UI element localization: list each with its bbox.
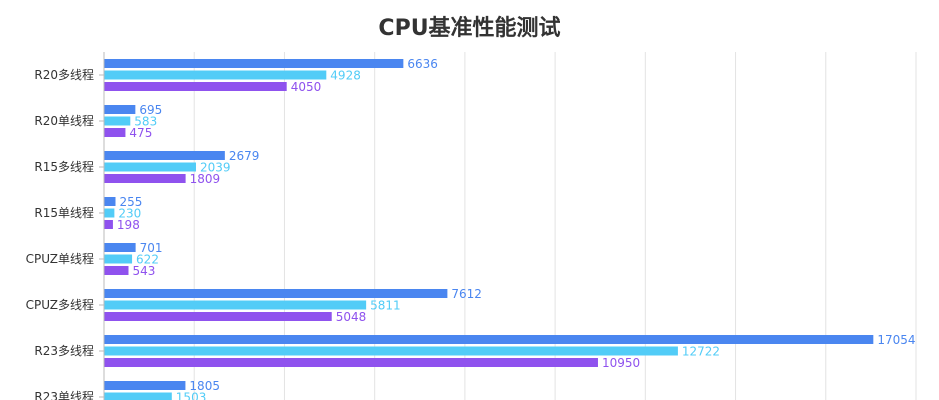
bar: [104, 312, 332, 321]
category-label: R20单线程: [34, 113, 94, 128]
bar: [104, 162, 196, 172]
data-label: 543: [132, 264, 155, 278]
bar: [104, 70, 327, 80]
bar: [104, 82, 287, 91]
bar: [104, 254, 133, 264]
category-label: R23单线程: [34, 389, 94, 400]
data-label: 10950: [602, 356, 640, 370]
chart-title: CPU基准性能测试: [378, 16, 561, 41]
data-label: 583: [134, 115, 157, 129]
bar: [104, 220, 113, 229]
data-label: 701: [140, 241, 163, 255]
bar: [104, 105, 136, 114]
category-label: R23多线程: [34, 343, 94, 358]
category-label: CPUZ单线程: [26, 251, 94, 266]
bar: [104, 300, 367, 310]
data-label: 17054: [877, 333, 915, 347]
category-label: R15多线程: [34, 159, 94, 174]
data-label: 1809: [190, 172, 221, 186]
data-label: 230: [118, 207, 141, 221]
data-label: 7612: [451, 287, 482, 301]
bar: [104, 208, 115, 218]
data-label: 198: [117, 218, 140, 232]
bar: [104, 358, 598, 367]
bar: [104, 128, 126, 137]
data-label: 475: [129, 126, 152, 140]
data-label: 1503: [176, 391, 207, 400]
data-label: 2039: [200, 161, 231, 175]
category-label: R15单线程: [34, 205, 94, 220]
category-label: CPUZ多线程: [26, 297, 94, 312]
data-label: 4050: [291, 80, 322, 94]
data-label: 622: [136, 253, 159, 267]
bar: [104, 243, 136, 252]
data-label: 6636: [407, 57, 438, 71]
bar: [104, 266, 129, 275]
bar: [104, 59, 404, 68]
bar: [104, 197, 116, 206]
data-label: 5048: [336, 310, 367, 324]
data-label: 695: [139, 103, 162, 117]
data-label: 12722: [682, 345, 720, 359]
bar: [104, 116, 131, 126]
bar: [104, 151, 225, 160]
bar: [104, 392, 172, 400]
data-label: 255: [120, 195, 143, 209]
bar: [104, 381, 186, 390]
data-label: 4928: [330, 69, 361, 83]
bar: [104, 174, 186, 183]
data-label: 5811: [370, 299, 401, 313]
bar: [104, 335, 874, 344]
category-label: R20多线程: [34, 67, 94, 82]
data-label: 2679: [229, 149, 260, 163]
bar: [104, 289, 448, 298]
data-label: 1805: [189, 379, 220, 393]
bar: [104, 346, 678, 356]
